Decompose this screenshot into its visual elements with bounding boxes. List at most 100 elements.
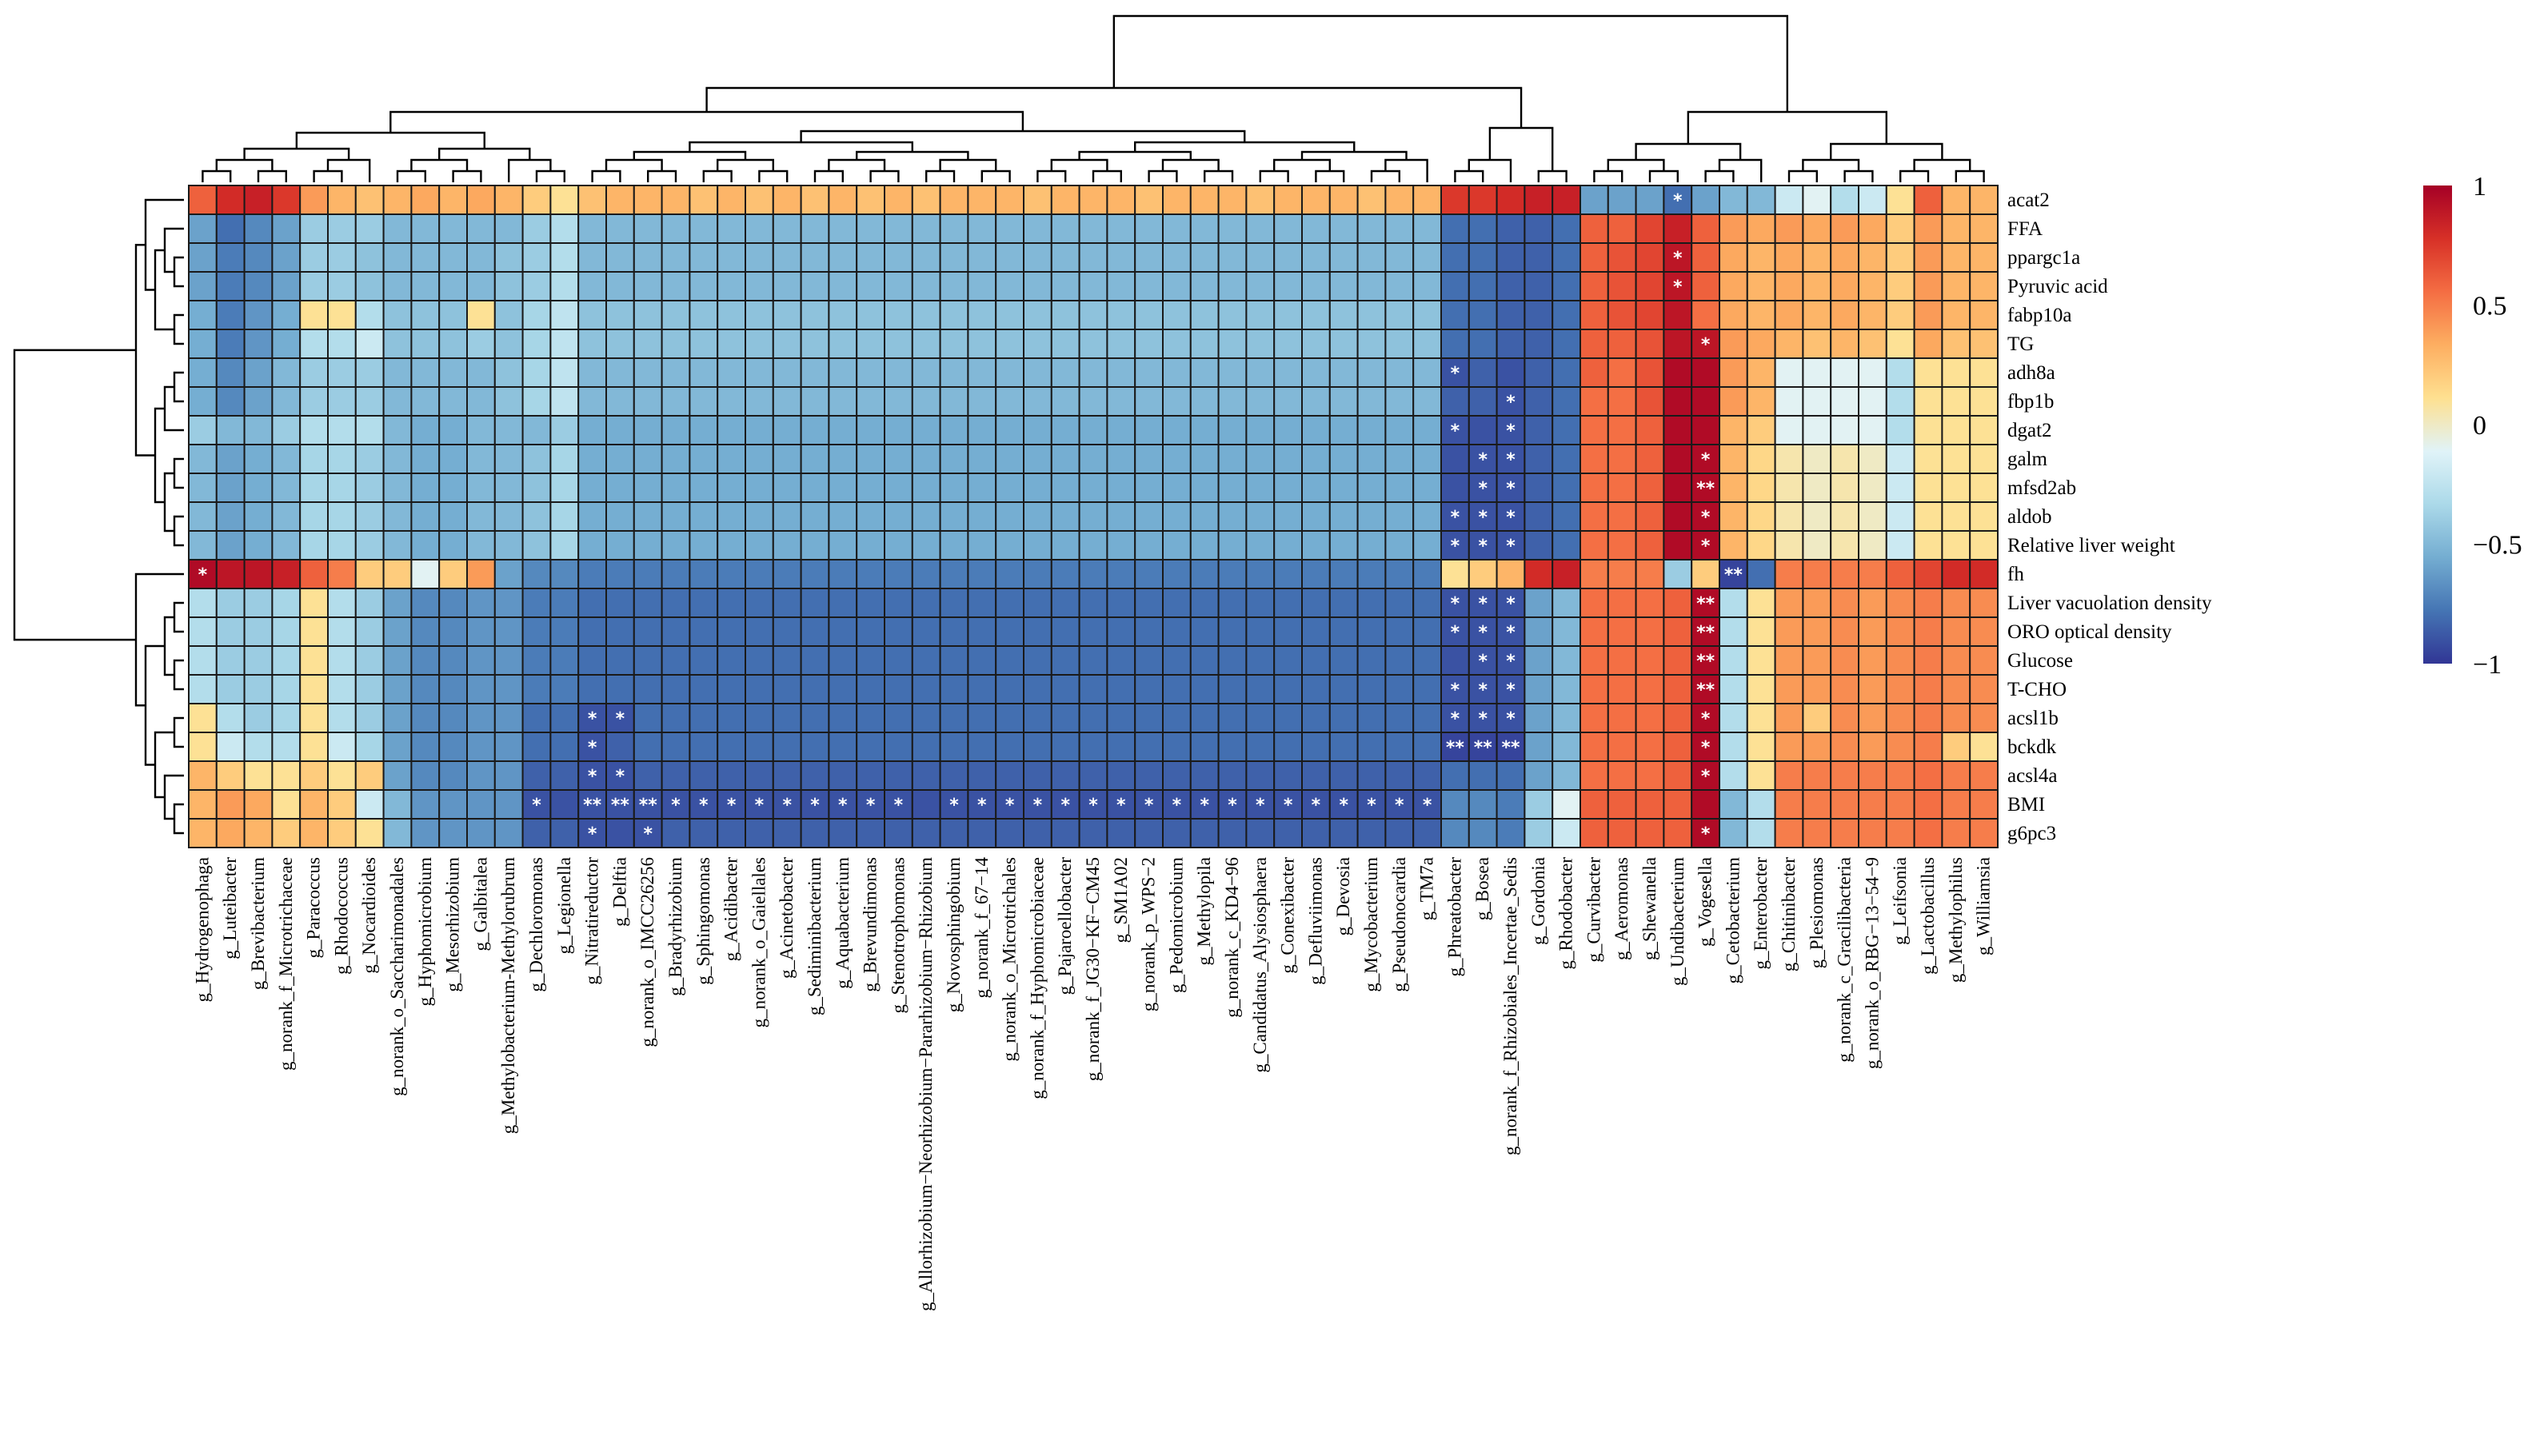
heatmap-cell — [577, 444, 608, 474]
heatmap-cell — [1691, 473, 1720, 503]
heatmap-cell — [800, 415, 830, 445]
heatmap-cell — [1301, 329, 1331, 359]
heatmap-cell — [1106, 559, 1136, 589]
heatmap-cell — [521, 760, 552, 791]
significance-mark: * — [1200, 796, 1209, 816]
heatmap-cell — [995, 329, 1024, 359]
heatmap-cell — [1078, 674, 1108, 704]
heatmap-cell — [967, 300, 997, 330]
row-label: acsl1b — [2007, 708, 2059, 729]
heatmap-cell — [1440, 732, 1470, 762]
heatmap-cell — [1719, 530, 1748, 560]
heatmap-cell — [410, 473, 441, 503]
heatmap-cell — [1440, 760, 1470, 791]
heatmap-cell — [1635, 386, 1665, 417]
heatmap-cell — [1440, 357, 1470, 388]
heatmap-cell — [911, 674, 941, 704]
heatmap-cell — [1691, 185, 1720, 215]
column-label: g_Galbitalea — [470, 857, 490, 951]
heatmap-cell — [1913, 559, 1943, 589]
heatmap-cell — [605, 242, 635, 273]
heatmap-cell — [1134, 271, 1164, 301]
heatmap-cell — [1023, 760, 1052, 791]
heatmap-cell — [1774, 271, 1804, 301]
heatmap-cell — [633, 732, 663, 762]
heatmap-cell — [466, 444, 496, 474]
heatmap-cell — [1273, 818, 1303, 848]
heatmap-cell — [884, 329, 913, 359]
heatmap-cell — [382, 818, 413, 848]
heatmap-cell — [1913, 732, 1943, 762]
heatmap-cell — [661, 588, 691, 618]
heatmap-cell — [1384, 588, 1415, 618]
heatmap-cell — [856, 645, 885, 676]
heatmap-cell — [1023, 501, 1052, 532]
heatmap-cell — [1245, 501, 1276, 532]
heatmap-cell — [1552, 789, 1581, 820]
heatmap-cell — [327, 473, 357, 503]
dendrogram-branch — [243, 147, 350, 160]
heatmap-cell — [1384, 444, 1415, 474]
heatmap-cell — [995, 674, 1024, 704]
heatmap-cell — [493, 444, 524, 474]
heatmap-cell — [1440, 242, 1470, 273]
heatmap-cell — [1412, 357, 1442, 388]
heatmap-cell — [967, 501, 997, 532]
heatmap-cell — [1913, 357, 1943, 388]
heatmap-cell — [800, 386, 830, 417]
heatmap-cell — [1802, 271, 1832, 301]
heatmap-cell — [772, 674, 802, 704]
heatmap-cell — [1969, 473, 1999, 503]
heatmap-cell — [577, 357, 608, 388]
heatmap-cell — [188, 703, 218, 733]
heatmap-cell — [1356, 357, 1387, 388]
dendrogram-root — [13, 349, 136, 641]
heatmap-cell — [271, 760, 302, 791]
heatmap-cell — [327, 530, 357, 560]
heatmap-cell — [215, 213, 246, 244]
heatmap-cell — [633, 271, 663, 301]
heatmap-cell — [1774, 213, 1804, 244]
heatmap-cell — [1913, 530, 1943, 560]
heatmap-cell — [243, 703, 274, 733]
heatmap-cell — [1858, 732, 1887, 762]
significance-mark: * — [671, 796, 681, 816]
significance-mark: * — [1116, 796, 1126, 816]
heatmap-cell — [1273, 559, 1303, 589]
heatmap-cell — [1607, 588, 1637, 618]
significance-mark: * — [1701, 767, 1711, 787]
heatmap-cell — [717, 415, 747, 445]
heatmap-cell — [1050, 242, 1080, 273]
heatmap-cell — [967, 760, 997, 791]
heatmap-cell — [828, 703, 858, 733]
heatmap-cell — [354, 300, 385, 330]
heatmap-cell — [1496, 242, 1526, 273]
heatmap-cell — [1356, 473, 1387, 503]
heatmap-cell — [1050, 300, 1080, 330]
heatmap-cell — [549, 213, 580, 244]
heatmap-cell — [1245, 386, 1276, 417]
heatmap-cell — [1719, 271, 1748, 301]
heatmap-cell — [410, 530, 441, 560]
heatmap-cell — [1691, 271, 1720, 301]
heatmap-cell — [1468, 703, 1498, 733]
heatmap-cell — [1663, 616, 1693, 647]
heatmap-cell — [745, 645, 774, 676]
heatmap-cell — [354, 818, 385, 848]
heatmap-cell — [1496, 185, 1526, 215]
heatmap-cell — [1885, 501, 1915, 532]
heatmap-cell — [884, 357, 913, 388]
heatmap-cell — [1691, 242, 1720, 273]
dendrogram-branch — [173, 601, 184, 633]
heatmap-cell — [1273, 415, 1303, 445]
heatmap-cell — [1440, 300, 1470, 330]
heatmap-cell — [1496, 329, 1526, 359]
heatmap-cell — [1580, 213, 1609, 244]
heatmap-cell — [299, 473, 329, 503]
heatmap-cell — [577, 329, 608, 359]
heatmap-cell — [1580, 444, 1609, 474]
heatmap-cell — [828, 185, 858, 215]
dendrogram-branch — [1830, 142, 1943, 160]
heatmap-cell — [521, 357, 552, 388]
heatmap-cell — [215, 185, 246, 215]
